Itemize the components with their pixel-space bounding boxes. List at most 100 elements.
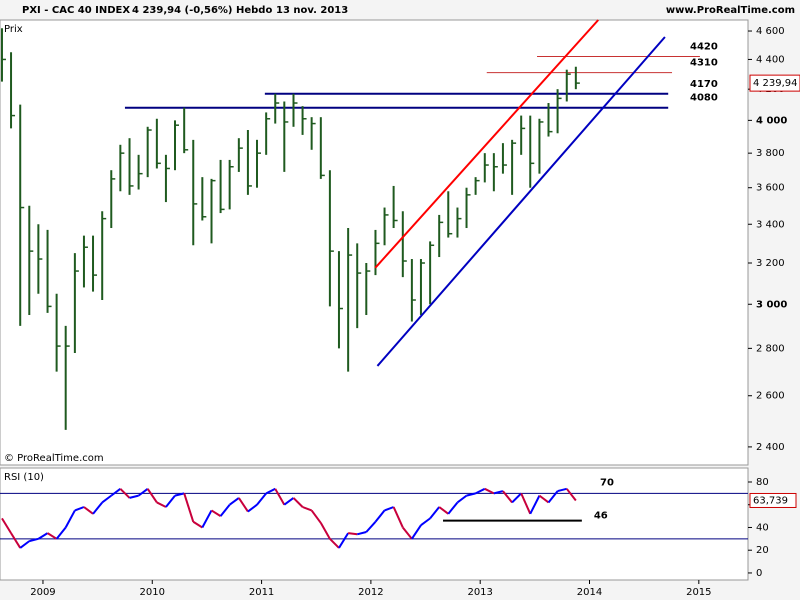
rsi-segment — [384, 506, 394, 512]
rsi-segment — [547, 490, 559, 504]
y-tick-label: 3 000 — [756, 299, 787, 310]
y-tick-label: 4 400 — [756, 54, 785, 65]
rsi-segment — [1, 517, 12, 534]
rsi-segment — [438, 506, 449, 515]
rsi-segment — [466, 492, 476, 497]
y-tick-label: 4 600 — [756, 26, 785, 37]
rsi-segment — [411, 524, 422, 540]
credit: © ProRealTime.com — [4, 453, 104, 464]
rsi-segment — [348, 532, 358, 536]
rsi-segment — [247, 503, 258, 513]
rsi-segment — [47, 532, 58, 540]
rsi-segment — [129, 494, 139, 499]
y-tick-label: 2 600 — [756, 391, 785, 402]
level-label: 4420 — [690, 42, 718, 53]
rsi-segment — [356, 531, 367, 536]
y-tick-label: 4 000 — [756, 115, 787, 126]
rsi-segment — [292, 497, 304, 508]
level-label: 4080 — [690, 93, 718, 104]
level-label: 46 — [594, 511, 608, 522]
rsi-segment — [210, 509, 222, 517]
rsi-segment — [493, 490, 504, 495]
x-tick-label: 2013 — [467, 587, 492, 598]
rsi-segment — [219, 504, 231, 517]
rsi-segment — [329, 538, 340, 549]
rsi-segment — [374, 509, 386, 523]
rsi-segment — [256, 492, 267, 506]
last-value-box — [749, 74, 800, 92]
rsi-segment — [29, 537, 39, 543]
rsi-segment — [183, 493, 195, 523]
y-tick-label: 80 — [756, 477, 769, 488]
last-value-box — [749, 492, 797, 508]
rsi-segment — [192, 520, 203, 529]
rsi-segment — [19, 540, 30, 549]
rsi-segment — [520, 492, 532, 515]
rsi-segment — [529, 495, 541, 515]
rsi-segment — [447, 501, 459, 515]
rsi-segment — [110, 488, 121, 497]
date: 13 nov. 2013 — [276, 5, 348, 16]
x-tick-label: 2011 — [249, 587, 274, 598]
rsi-segment — [365, 521, 377, 533]
rsi-segment — [565, 488, 577, 502]
rsi-segment — [64, 509, 76, 528]
rsi-segment — [165, 495, 176, 508]
panel-title: Prix — [4, 24, 23, 35]
y-tick-label: 2 400 — [756, 442, 785, 453]
x-tick-label: 2012 — [358, 587, 383, 598]
instrument: PXI - CAC 40 INDEX — [22, 5, 130, 16]
level-label: 4170 — [690, 79, 718, 90]
y-tick-label: 3 400 — [756, 219, 785, 230]
rsi-segment — [146, 488, 158, 504]
rsi-segment — [502, 490, 513, 504]
rsi-segment — [265, 487, 276, 495]
rsi-segment — [302, 506, 312, 512]
rsi-segment — [484, 487, 495, 495]
y-tick-label: 20 — [756, 545, 769, 556]
rsi-segment — [37, 532, 49, 540]
rsi-segment — [310, 509, 322, 524]
rsi-segment — [55, 526, 67, 540]
period: Hebdo — [236, 5, 272, 16]
rsi-segment — [538, 494, 550, 504]
rsi-segment — [475, 487, 486, 495]
level-label: 70 — [600, 477, 614, 488]
last-value-label: 4 239,94 — [753, 78, 798, 89]
y-tick-label: 3 600 — [756, 183, 785, 194]
rsi-segment — [229, 497, 240, 506]
rsi-segment — [283, 497, 295, 506]
last-price: 4 239,94 (-0,56%) — [132, 5, 233, 16]
x-tick-label: 2015 — [686, 587, 711, 598]
panel-title: RSI (10) — [4, 472, 44, 483]
rsi-segment — [456, 494, 468, 504]
y-tick-label: 0 — [756, 568, 762, 579]
rsi-segment — [10, 532, 22, 549]
rsi-segment — [101, 494, 112, 504]
rsi-segment — [92, 501, 103, 515]
price-panel — [0, 19, 749, 466]
rsi-segment — [238, 497, 249, 513]
rsi-segment — [138, 488, 149, 497]
trend-line — [374, 19, 599, 269]
rsi-segment — [74, 506, 85, 512]
rsi-segment — [319, 522, 331, 540]
rsi-segment — [174, 492, 185, 497]
last-value-label: 63,739 — [753, 495, 788, 506]
rsi-segment — [274, 488, 286, 506]
y-tick-label: 40 — [756, 522, 769, 533]
x-tick-label: 2014 — [577, 587, 602, 598]
site: www.ProRealTime.com — [666, 5, 795, 16]
rsi-segment — [420, 517, 431, 526]
rsi-segment — [402, 526, 413, 540]
rsi-segment — [338, 532, 349, 549]
y-tick-label: 3 200 — [756, 258, 785, 269]
trend-line — [376, 36, 666, 367]
rsi-segment — [156, 501, 167, 508]
x-tick-label: 2010 — [140, 587, 165, 598]
rsi-segment — [201, 509, 213, 528]
rsi-segment — [119, 488, 131, 499]
rsi-segment — [511, 492, 522, 504]
y-tick-label: 3 800 — [756, 148, 785, 159]
